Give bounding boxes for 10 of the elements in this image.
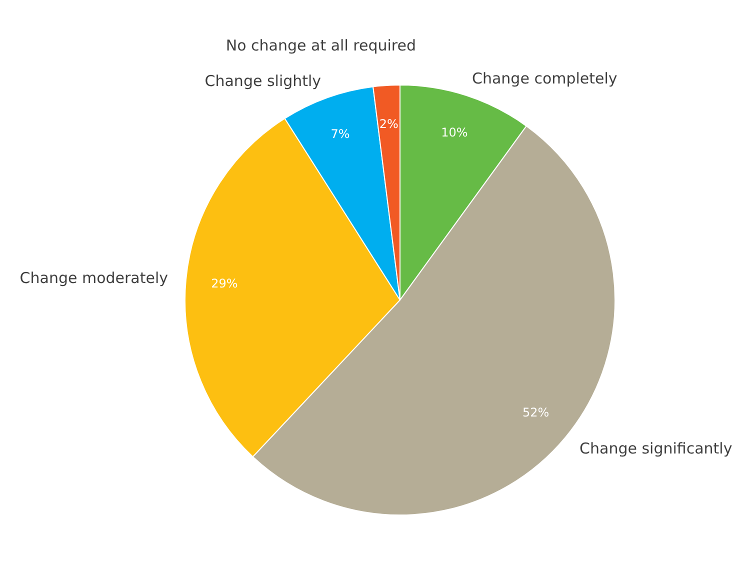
data-label: 52% [522, 405, 550, 420]
slice-label: Change moderately [20, 269, 168, 288]
data-label: 2% [379, 117, 398, 132]
slice-label: Change slightly [204, 72, 322, 90]
slice-label: Change significantly [580, 440, 732, 458]
slice-label: No change at all required [226, 36, 416, 55]
data-label: 29% [211, 276, 238, 290]
slice-label: Change completely [472, 69, 618, 88]
data-label: 7% [330, 127, 350, 142]
data-label: 10% [441, 125, 468, 140]
